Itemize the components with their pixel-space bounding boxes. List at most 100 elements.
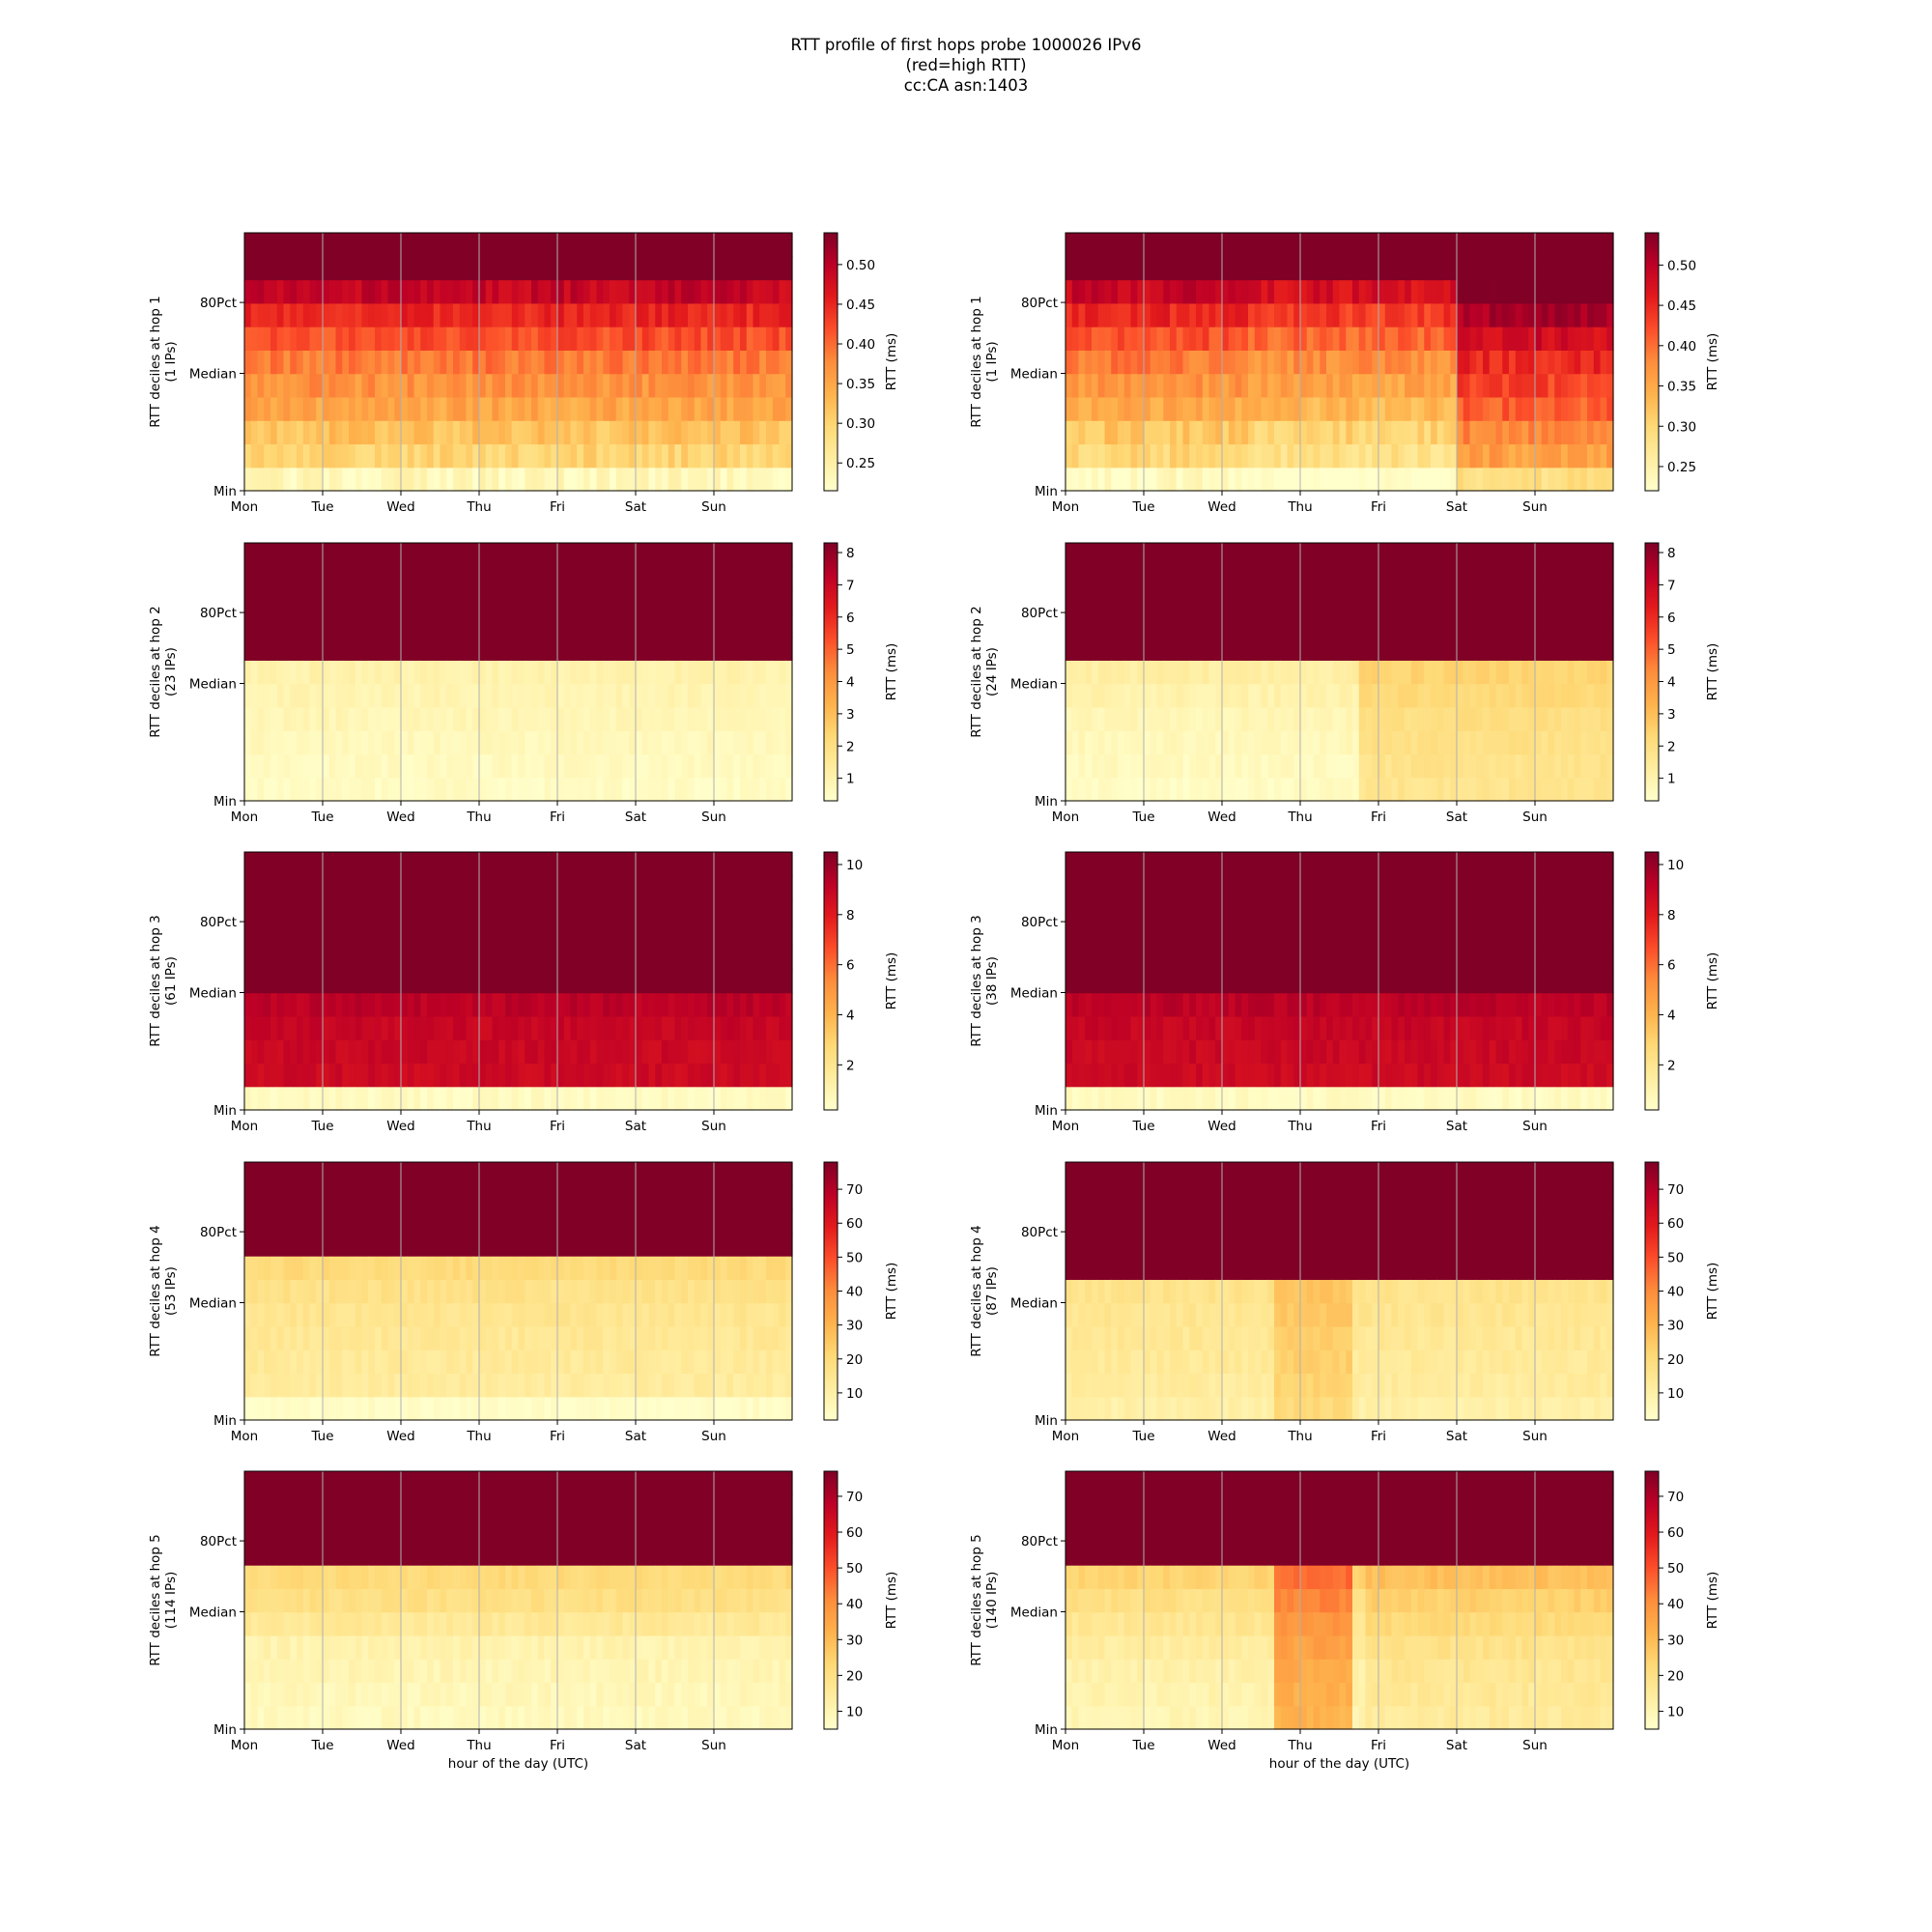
heatmap-cell bbox=[544, 730, 552, 755]
heatmap-cell bbox=[1118, 753, 1125, 779]
heatmap-cell bbox=[1554, 279, 1562, 304]
heatmap-cell bbox=[1410, 543, 1419, 567]
heatmap-cell bbox=[1313, 612, 1321, 638]
heatmap-cell bbox=[1274, 467, 1282, 492]
heatmap-cell bbox=[714, 467, 722, 492]
heatmap-cell bbox=[446, 683, 454, 708]
heatmap-cell bbox=[603, 589, 611, 614]
heatmap-cell bbox=[1326, 279, 1334, 304]
heatmap-cell bbox=[1123, 660, 1132, 685]
heatmap-cell bbox=[1235, 683, 1242, 708]
heatmap-cell bbox=[1085, 875, 1093, 900]
heatmap-cell bbox=[1137, 443, 1145, 469]
colorbar-tick-label: 0.30 bbox=[1667, 419, 1696, 435]
heatmap-cell bbox=[1476, 683, 1484, 708]
heatmap-cell bbox=[283, 279, 291, 304]
heatmap-cell bbox=[302, 1086, 311, 1111]
heatmap-cell bbox=[1170, 683, 1178, 708]
heatmap-cell bbox=[1137, 1015, 1145, 1040]
heatmap-cell bbox=[622, 233, 630, 257]
heatmap-cell bbox=[1548, 566, 1555, 591]
heatmap-cell bbox=[525, 373, 532, 398]
heatmap-cell bbox=[375, 327, 383, 351]
heatmap-cell bbox=[257, 256, 265, 281]
heatmap-cell bbox=[1320, 660, 1327, 685]
heatmap-cell bbox=[1431, 660, 1438, 685]
heatmap-cell bbox=[459, 969, 468, 994]
heatmap-cell bbox=[733, 543, 741, 567]
heatmap-cell bbox=[1365, 753, 1373, 779]
heatmap-cell bbox=[655, 875, 663, 900]
heatmap-cell bbox=[349, 852, 356, 876]
heatmap-cell bbox=[662, 1039, 669, 1065]
heatmap-cell bbox=[1274, 706, 1282, 731]
heatmap-cell bbox=[349, 256, 356, 281]
heatmap-cell bbox=[257, 1063, 265, 1088]
heatmap-cell bbox=[459, 683, 468, 708]
heatmap-cell bbox=[387, 396, 395, 421]
heatmap-cell bbox=[655, 637, 663, 661]
heatmap-cell bbox=[1410, 373, 1419, 398]
heatmap-cell bbox=[283, 566, 291, 591]
heatmap-cell bbox=[244, 327, 252, 351]
heatmap-cell bbox=[472, 683, 480, 708]
heatmap-cell bbox=[610, 396, 617, 421]
heatmap-cell bbox=[1202, 683, 1210, 708]
heatmap-cell bbox=[492, 969, 499, 994]
heatmap-cell bbox=[746, 730, 754, 755]
heatmap-cell bbox=[1509, 777, 1517, 802]
x-tick-label: Tue bbox=[1131, 810, 1154, 825]
heatmap-cell bbox=[1202, 327, 1210, 351]
heatmap-cell bbox=[1352, 637, 1360, 661]
heatmap-cell bbox=[323, 852, 330, 876]
heatmap-cell bbox=[1326, 683, 1334, 708]
heatmap-cell bbox=[577, 852, 584, 876]
heatmap-cell bbox=[1521, 637, 1529, 661]
heatmap-cell bbox=[1118, 612, 1125, 638]
heatmap-cell bbox=[1130, 302, 1138, 327]
heatmap-cell bbox=[557, 256, 565, 281]
heatmap-cell bbox=[1254, 730, 1263, 755]
heatmap-cell bbox=[375, 1086, 383, 1111]
heatmap-cell bbox=[1097, 396, 1106, 421]
heatmap-cell bbox=[603, 777, 611, 802]
heatmap-cell bbox=[368, 753, 376, 779]
heatmap-cell bbox=[440, 302, 447, 327]
heatmap-cell bbox=[1085, 777, 1093, 802]
heatmap-cell bbox=[596, 373, 604, 398]
heatmap-cell bbox=[1398, 350, 1406, 375]
heatmap-cell bbox=[479, 350, 487, 375]
heatmap-cell bbox=[759, 875, 767, 900]
heatmap-cell bbox=[707, 969, 715, 994]
heatmap-cell bbox=[316, 279, 324, 304]
heatmap-cell bbox=[375, 279, 383, 304]
heatmap-cell bbox=[615, 992, 624, 1017]
heatmap-cell bbox=[1092, 753, 1099, 779]
heatmap-cell bbox=[328, 327, 337, 351]
heatmap-cell bbox=[1358, 730, 1367, 755]
heatmap-cell bbox=[688, 302, 696, 327]
heatmap-cell bbox=[1163, 396, 1171, 421]
heatmap-cell bbox=[361, 233, 369, 257]
heatmap-cell bbox=[1097, 233, 1106, 257]
heatmap-cell bbox=[785, 1039, 793, 1065]
heatmap-cell bbox=[674, 1086, 682, 1111]
heatmap-cell bbox=[1457, 327, 1464, 351]
heatmap-cell bbox=[1502, 302, 1510, 327]
heatmap-cell bbox=[525, 420, 532, 445]
heatmap-cell bbox=[1118, 467, 1125, 492]
heatmap-cell bbox=[641, 443, 650, 469]
heatmap-cell bbox=[1489, 543, 1497, 567]
heatmap-cell bbox=[420, 730, 428, 755]
heatmap-cell bbox=[720, 589, 728, 614]
heatmap-cell bbox=[1202, 420, 1210, 445]
heatmap-cell bbox=[563, 327, 572, 351]
heatmap-cell bbox=[1528, 443, 1536, 469]
heatmap-cell bbox=[1509, 396, 1517, 421]
heatmap-cell bbox=[596, 256, 604, 281]
heatmap-cell bbox=[1554, 256, 1562, 281]
heatmap-cell bbox=[518, 279, 526, 304]
heatmap-cell bbox=[688, 1015, 696, 1040]
heatmap-cell bbox=[570, 992, 578, 1017]
heatmap-cell bbox=[1111, 852, 1119, 876]
